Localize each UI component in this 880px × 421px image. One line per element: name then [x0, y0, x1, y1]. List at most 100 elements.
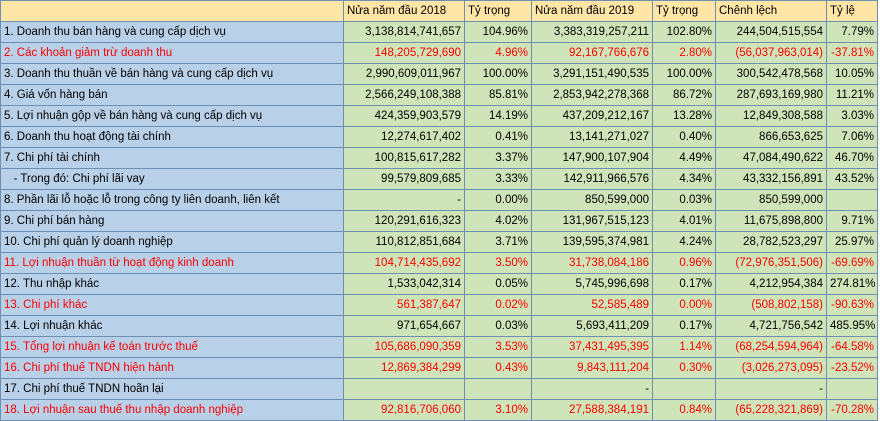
table-row: 8. Phần lãi lỗ hoặc lỗ trong công ty liê…	[0, 189, 878, 211]
table-row: 10. Chi phí quản lý doanh nghiệp 110,812,…	[0, 231, 878, 253]
row-label: 18. Lợi nhuận sau thuế thu nhập doanh ng…	[0, 399, 344, 421]
table-row: 3. Doanh thu thuần về bán hàng và cung c…	[0, 63, 878, 85]
value-2018: 92,816,706,060	[343, 399, 465, 421]
table-row: 11. Lợi nhuận thuần từ hoạt động kinh do…	[0, 252, 878, 274]
rate: 9.71%	[826, 210, 878, 232]
share-2018: 104.96%	[464, 21, 532, 43]
table-row: 9. Chi phí bán hàng 120,291,616,323 4.02% 1…	[0, 210, 878, 232]
value-2019: 437,209,212,167	[531, 105, 653, 127]
difference: 244,504,515,554	[715, 21, 827, 43]
value-2018: 110,812,851,684	[343, 231, 465, 253]
value-2019: 3,383,319,257,211	[531, 21, 653, 43]
difference: 12,849,308,588	[715, 105, 827, 127]
share-2018: 14.19%	[464, 105, 532, 127]
rate: 46.70%	[826, 147, 878, 169]
difference: (56,037,963,014)	[715, 42, 827, 64]
header-difference: Chênh lệch	[715, 0, 827, 22]
table-row: - Trong đó: Chi phí lãi vay 99,579,809,68…	[0, 168, 878, 190]
share-2019: 13.28%	[652, 105, 716, 127]
value-2019: 139,595,374,981	[531, 231, 653, 253]
table-row: 17. Chi phí thuế TNDN hoãn lại - -	[0, 378, 878, 400]
table-row: 2. Các khoản giảm trừ doanh thu 148,205,7…	[0, 42, 878, 64]
table-row: 16. Chi phí thuế TNDN hiện hành 12,869,38…	[0, 357, 878, 379]
value-2018: 104,714,435,692	[343, 252, 465, 274]
share-2018: 3.33%	[464, 168, 532, 190]
row-label: 9. Chi phí bán hàng	[0, 210, 344, 232]
value-2018: 2,566,249,108,388	[343, 84, 465, 106]
row-label: 8. Phần lãi lỗ hoặc lỗ trong công ty liê…	[0, 189, 344, 211]
value-2019: 27,588,384,191	[531, 399, 653, 421]
value-2019: 147,900,107,904	[531, 147, 653, 169]
share-2018: 3.50%	[464, 252, 532, 274]
difference: 43,332,156,891	[715, 168, 827, 190]
share-2019: 0.17%	[652, 273, 716, 295]
table-row: 6. Doanh thu hoạt động tài chính 12,274,6…	[0, 126, 878, 148]
value-2018: 1,533,042,314	[343, 273, 465, 295]
share-2019: 4.34%	[652, 168, 716, 190]
share-2018: 0.00%	[464, 189, 532, 211]
value-2018	[343, 378, 465, 400]
table-row: 15. Tổng lợi nhuận kế toán trước thuế 105…	[0, 336, 878, 358]
share-2018: 3.53%	[464, 336, 532, 358]
table-row: 13. Chi phí khác 561,387,647 0.02% 52,585,4…	[0, 294, 878, 316]
value-2019: 9,843,111,204	[531, 357, 653, 379]
value-2019: 5,745,996,698	[531, 273, 653, 295]
value-2018: 424,359,903,579	[343, 105, 465, 127]
share-2018: 0.43%	[464, 357, 532, 379]
rate: 7.06%	[826, 126, 878, 148]
share-2019	[652, 378, 716, 400]
share-2018: 4.96%	[464, 42, 532, 64]
value-2019: -	[531, 378, 653, 400]
difference: (508,802,158)	[715, 294, 827, 316]
value-2019: 31,738,084,186	[531, 252, 653, 274]
row-label: 12. Thu nhập khác	[0, 273, 344, 295]
value-2019: 37,431,495,395	[531, 336, 653, 358]
difference: (68,254,594,964)	[715, 336, 827, 358]
value-2019: 5,693,411,209	[531, 315, 653, 337]
difference: 11,675,898,800	[715, 210, 827, 232]
value-2018: -	[343, 189, 465, 211]
value-2018: 3,138,814,741,657	[343, 21, 465, 43]
value-2019: 850,599,000	[531, 189, 653, 211]
rate: 25.97%	[826, 231, 878, 253]
row-label: 2. Các khoản giảm trừ doanh thu	[0, 42, 344, 64]
share-2018: 100.00%	[464, 63, 532, 85]
table-row: 12. Thu nhập khác 1,533,042,314 0.05% 5,745…	[0, 273, 878, 295]
rate: -90.63%	[826, 294, 878, 316]
row-label: 1. Doanh thu bán hàng và cung cấp dịch v…	[0, 21, 344, 43]
table-row: 5. Lợi nhuận gộp về bán hàng và cung cấp…	[0, 105, 878, 127]
value-2018: 561,387,647	[343, 294, 465, 316]
share-2019: 100.00%	[652, 63, 716, 85]
header-rate: Tỷ lệ	[826, 0, 878, 22]
difference: 300,542,478,568	[715, 63, 827, 85]
share-2018: 0.02%	[464, 294, 532, 316]
difference: (72,976,351,506)	[715, 252, 827, 274]
rate: 274.81%	[826, 273, 878, 295]
value-2018: 100,815,617,282	[343, 147, 465, 169]
difference: 47,084,490,622	[715, 147, 827, 169]
share-2019: 4.24%	[652, 231, 716, 253]
rate: 11.21%	[826, 84, 878, 106]
header-h1-2019: Nửa năm đầu 2019	[531, 0, 653, 22]
table-row: 4. Giá vốn hàng bán 2,566,249,108,388 85.8…	[0, 84, 878, 106]
rate: 485.95%	[826, 315, 878, 337]
difference: 866,653,625	[715, 126, 827, 148]
share-2018: 0.41%	[464, 126, 532, 148]
share-2019: 86.72%	[652, 84, 716, 106]
row-label: 11. Lợi nhuận thuần từ hoạt động kinh do…	[0, 252, 344, 274]
share-2019: 4.01%	[652, 210, 716, 232]
share-2018: 4.02%	[464, 210, 532, 232]
row-label: 17. Chi phí thuế TNDN hoãn lại	[0, 378, 344, 400]
rate: -37.81%	[826, 42, 878, 64]
share-2019: 4.49%	[652, 147, 716, 169]
difference: 4,212,954,384	[715, 273, 827, 295]
header-row: Nửa năm đầu 2018 Tỷ trọng Nửa năm đầu 20…	[0, 0, 878, 22]
row-label: 13. Chi phí khác	[0, 294, 344, 316]
share-2019: 0.84%	[652, 399, 716, 421]
table-row: 18. Lợi nhuận sau thuế thu nhập doanh ng…	[0, 399, 878, 421]
row-label: 14. Lợi nhuận khác	[0, 315, 344, 337]
share-2018: 0.05%	[464, 273, 532, 295]
share-2019: 0.03%	[652, 189, 716, 211]
header-share-2018: Tỷ trọng	[464, 0, 532, 22]
difference: 287,693,169,980	[715, 84, 827, 106]
